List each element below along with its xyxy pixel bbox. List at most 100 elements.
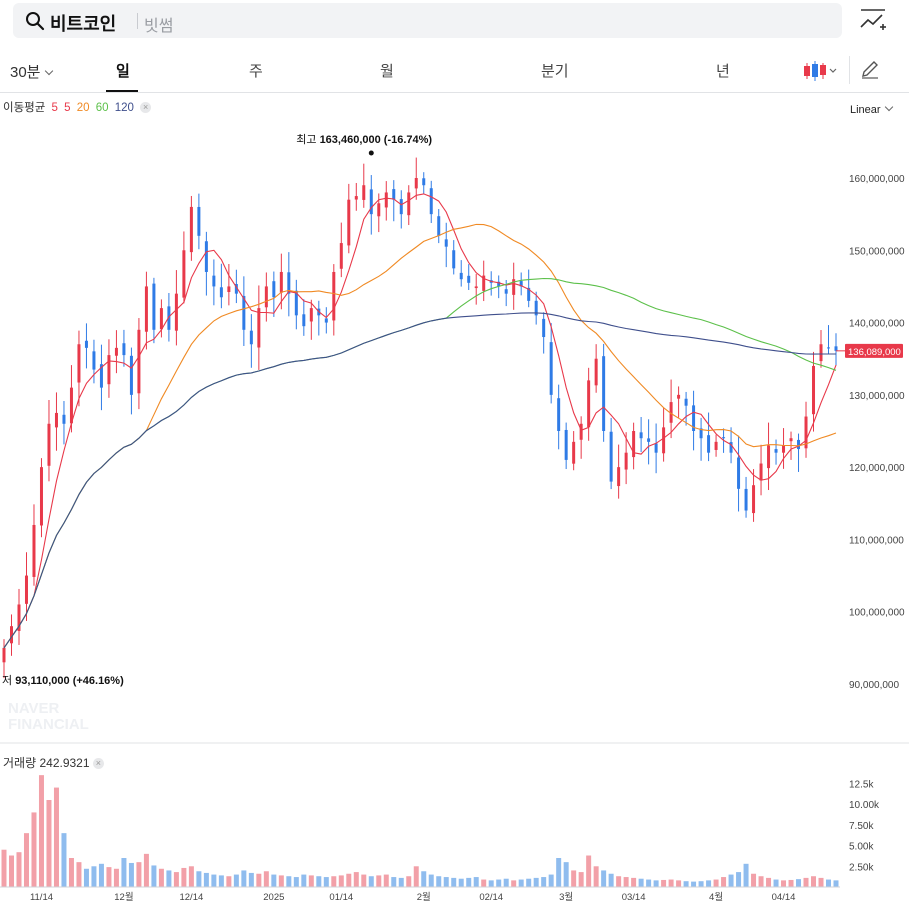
ma120-line	[3, 312, 836, 649]
candle	[129, 355, 133, 395]
candle	[437, 216, 441, 236]
candle	[767, 445, 771, 469]
volume-bar	[316, 876, 322, 887]
volume-bar	[353, 872, 359, 887]
candlestick-icon[interactable]	[802, 60, 838, 82]
volume-bar	[518, 879, 524, 887]
volume-bar	[106, 867, 112, 887]
volume-bar	[668, 879, 674, 887]
volume-bar	[278, 875, 284, 887]
volume-bar	[496, 879, 502, 887]
volume-legend-label: 거래량	[3, 756, 37, 770]
candle	[557, 398, 561, 431]
tab-year[interactable]: 년	[716, 63, 730, 80]
volume-bar	[548, 874, 554, 887]
chart-compare-icon[interactable]	[858, 8, 888, 34]
x-tick-label: 01/14	[329, 892, 353, 903]
search-divider	[137, 13, 138, 29]
high-marker	[368, 150, 374, 156]
volume-bar	[31, 812, 37, 887]
volume-bar	[796, 879, 802, 887]
tab-week[interactable]: 주	[249, 63, 263, 80]
volume-bar	[601, 870, 607, 887]
volume-bar	[691, 881, 697, 887]
volume-bar	[61, 833, 67, 887]
volume-bar	[248, 872, 254, 887]
volume-bar	[383, 874, 389, 887]
volume-bar	[503, 878, 509, 887]
ma20-line	[3, 223, 837, 649]
candle	[204, 241, 208, 272]
candle	[467, 275, 471, 283]
candle	[17, 604, 21, 631]
volume-bar	[308, 875, 314, 887]
volume-bar	[488, 880, 494, 887]
candle	[497, 281, 501, 287]
volume-bar	[76, 862, 82, 887]
candle	[197, 206, 201, 236]
candle	[549, 342, 553, 395]
tab-day[interactable]: 일	[116, 63, 130, 80]
candle	[264, 286, 268, 308]
candle	[107, 355, 111, 385]
volume-chart[interactable]: 12.5k 10.00k 7.50k 5.00k 2.50k 11/14 12월 12/14…	[0, 744, 909, 905]
close-icon[interactable]: ×	[92, 758, 104, 770]
volume-bar	[473, 877, 479, 887]
volume-bar	[226, 876, 232, 887]
volume-bar	[391, 877, 397, 887]
candle	[167, 306, 171, 330]
search-query[interactable]: 비트코인	[50, 14, 117, 34]
candle	[819, 344, 823, 362]
volume-bar	[421, 871, 427, 887]
volume-bar	[818, 877, 824, 887]
volume-bar	[541, 877, 547, 887]
x-tick-label: 12/14	[179, 892, 203, 903]
close-icon[interactable]: ×	[140, 102, 152, 114]
volume-bar	[128, 862, 134, 887]
candle	[332, 271, 336, 321]
watermark: NAVER	[8, 700, 60, 717]
volume-bar	[293, 877, 299, 887]
pencil-icon[interactable]	[859, 58, 881, 80]
volume-bar	[173, 872, 179, 887]
volume-bar	[323, 877, 329, 887]
volume-bar	[46, 800, 52, 887]
search-icon	[26, 12, 45, 31]
candle	[617, 467, 621, 487]
candle	[737, 457, 741, 489]
volume-bar	[428, 874, 434, 887]
ma-legend-period: 20	[76, 102, 90, 114]
volume-bar	[271, 874, 277, 887]
y-tick-label: 160,000,000	[849, 174, 905, 185]
volume-bar	[578, 872, 584, 887]
candle	[729, 442, 733, 453]
tab-quarter[interactable]: 분기	[541, 63, 569, 80]
interval-select[interactable]: 30분	[10, 61, 53, 82]
candle	[602, 356, 606, 431]
candle	[152, 283, 156, 330]
candle	[459, 272, 463, 280]
active-tab-indicator	[106, 90, 138, 92]
candle	[234, 284, 238, 294]
y-tick-label: 110,000,000	[849, 535, 904, 546]
search-bar[interactable]: 비트코인 빗썸	[13, 3, 842, 38]
volume-bar	[443, 877, 449, 887]
candle	[519, 281, 523, 287]
volume-bar	[368, 876, 374, 887]
volume-bar	[346, 873, 352, 887]
period-toolbar: 30분 일 주 월 분기 년	[0, 48, 909, 93]
price-chart[interactable]: 160,000,000 150,000,000 140,000,000 130,000…	[0, 93, 909, 744]
candle	[699, 428, 703, 439]
candle	[414, 178, 418, 189]
x-tick-label: 2025	[263, 892, 284, 903]
volume-bar	[803, 877, 809, 887]
candle	[752, 485, 756, 514]
volume-bar	[331, 876, 337, 887]
candle	[647, 438, 651, 442]
candle	[579, 423, 583, 440]
candle	[99, 364, 103, 388]
candle	[212, 275, 216, 287]
tab-month[interactable]: 월	[380, 63, 394, 80]
ma60-line	[3, 277, 837, 649]
scale-select[interactable]: Linear	[850, 102, 893, 116]
